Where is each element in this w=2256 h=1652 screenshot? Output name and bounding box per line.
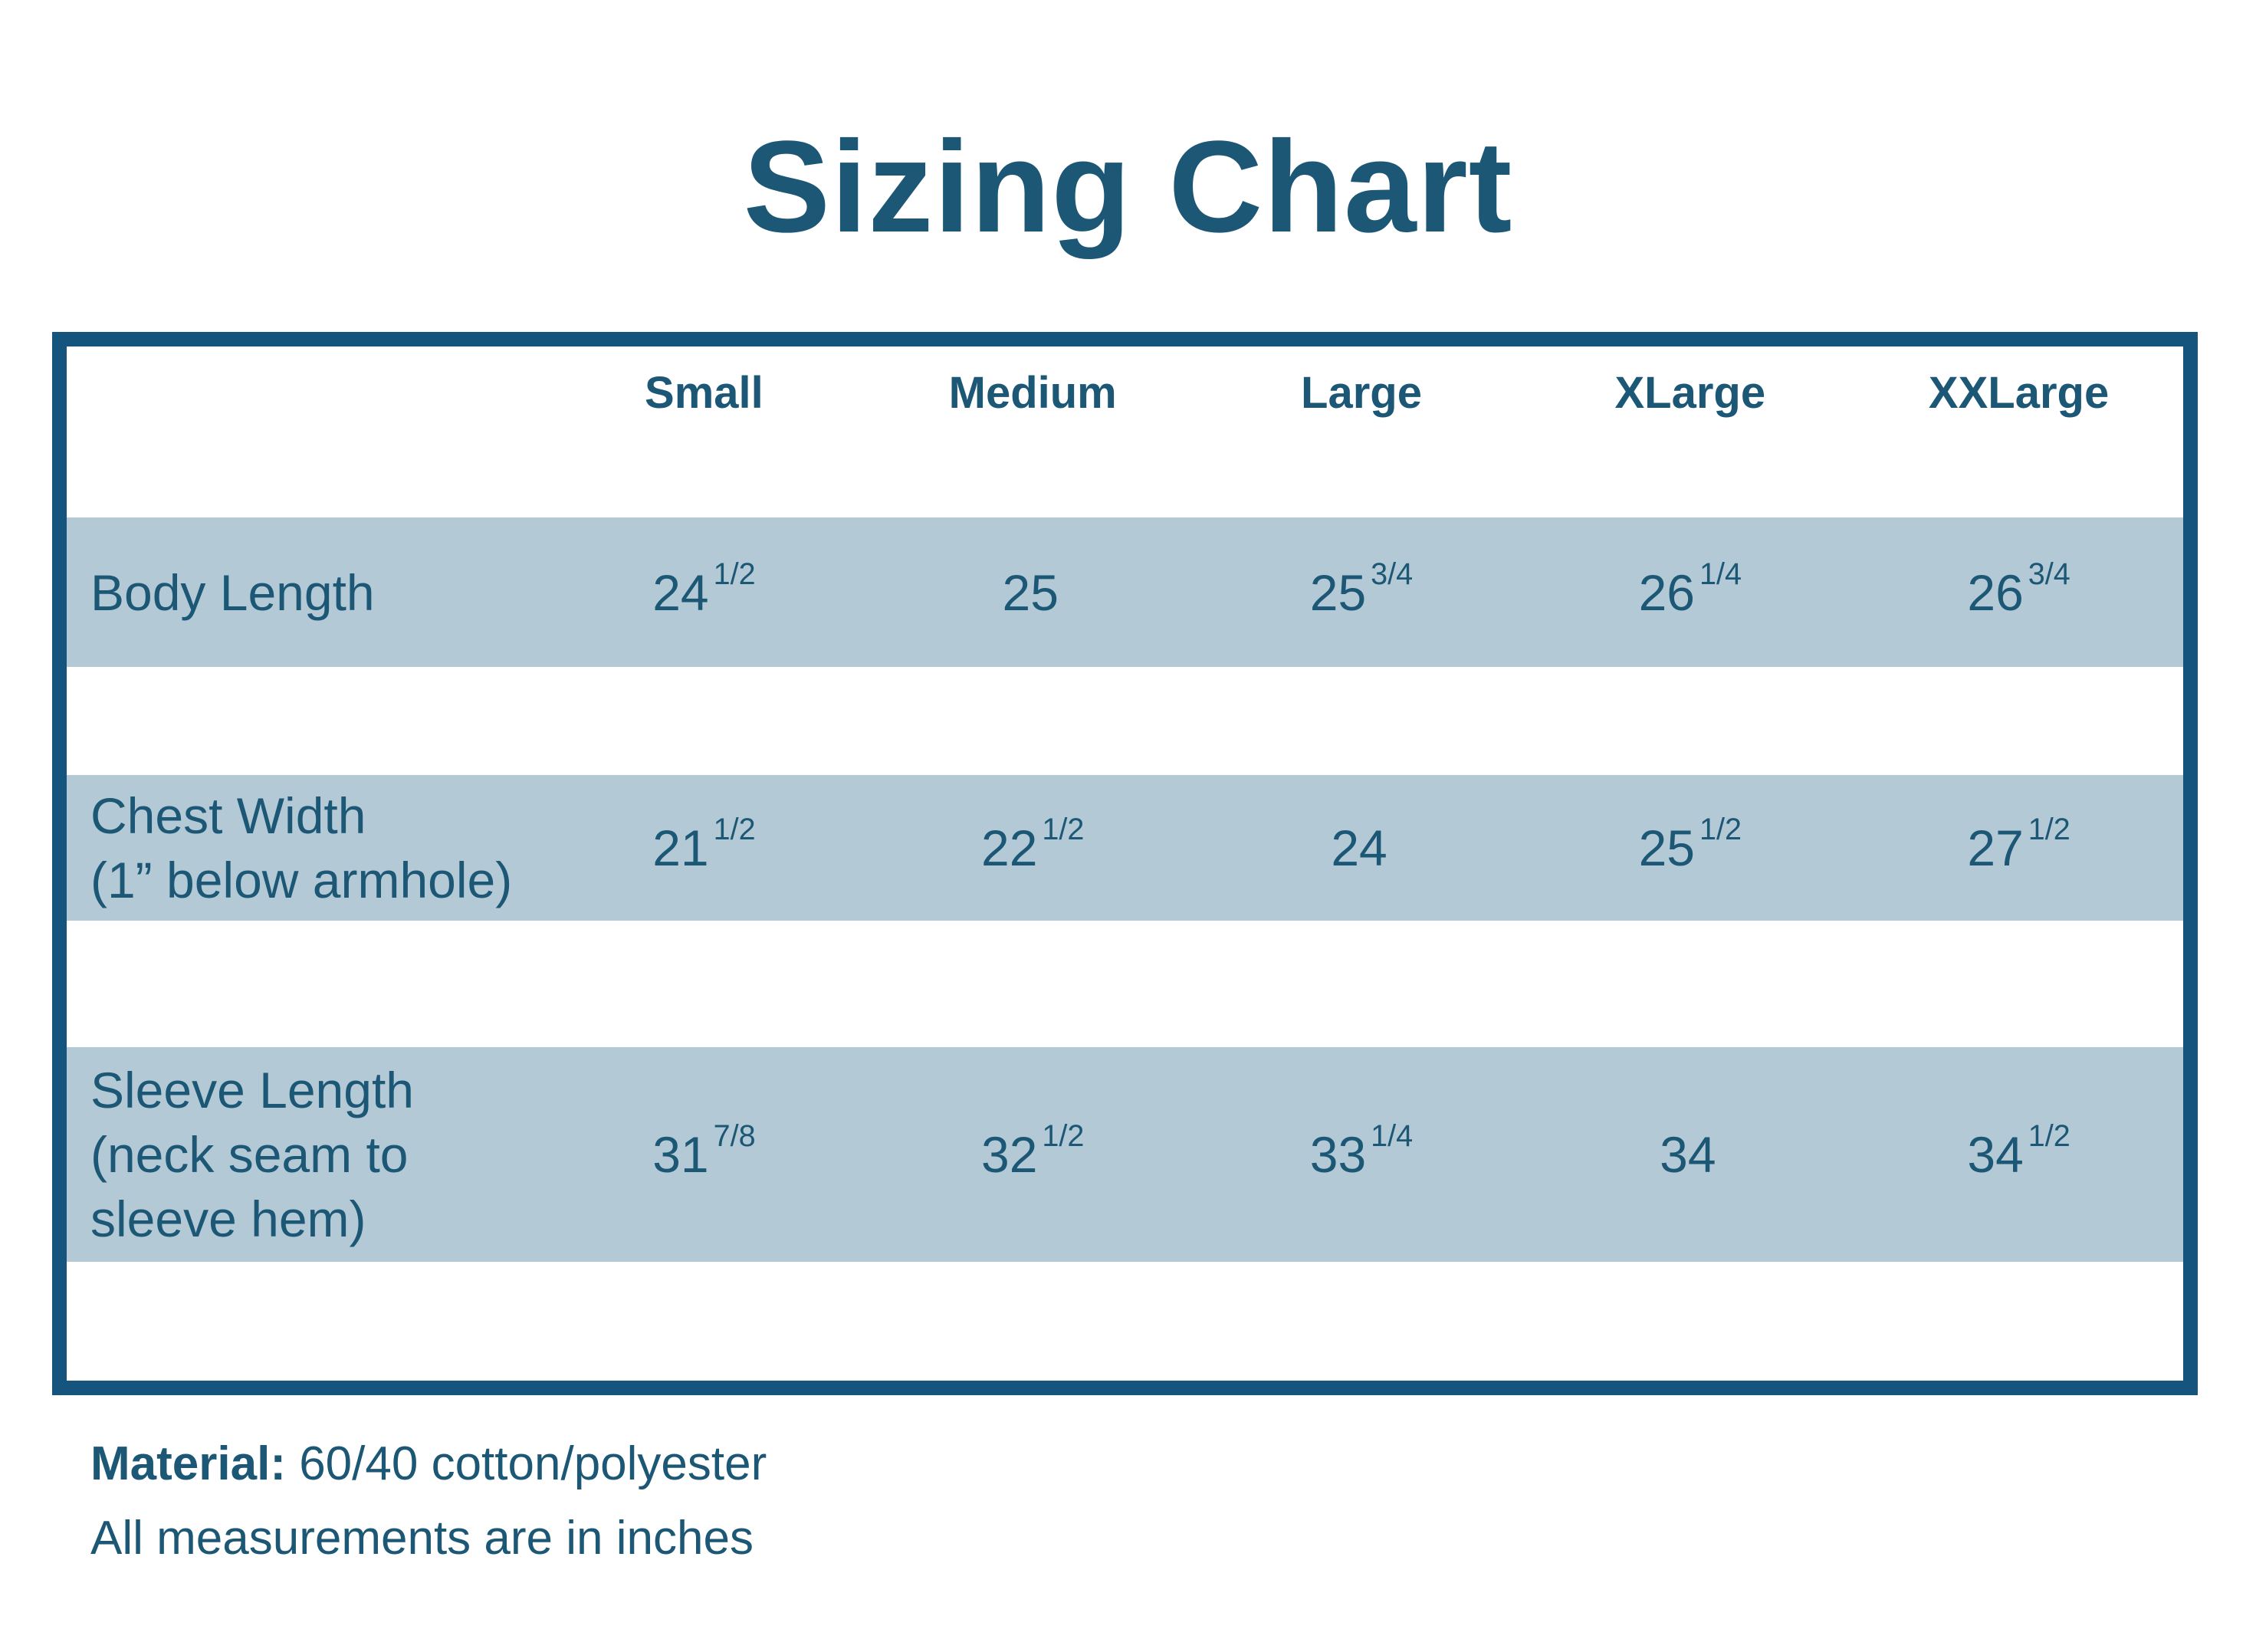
row-label-line: sleeve hem) [90, 1191, 366, 1247]
value-fraction: 1/2 [2028, 813, 2070, 847]
row-label-line: (1” below armhole) [90, 852, 513, 908]
value-whole: 24 [652, 563, 709, 621]
row-label: Body Length [67, 517, 540, 667]
value-fraction: 1/2 [713, 557, 756, 591]
material-line: Material: 60/40 cotton/polyester [90, 1427, 767, 1501]
spacer-row [67, 667, 2183, 775]
measurement-value: 25 [869, 517, 1197, 667]
measurement-value: 26 3/4 [1854, 517, 2183, 667]
value-whole: 26 [1967, 563, 2024, 621]
spacer-row [67, 921, 2183, 1047]
measurement-value: 34 1/2 [1854, 1047, 2183, 1262]
value-fraction: 3/4 [2028, 557, 2070, 591]
value-fraction: 1/4 [1371, 1119, 1414, 1154]
row-label-line: (neck seam to [90, 1126, 409, 1183]
value-fraction: 1/2 [713, 813, 756, 847]
value-whole: 25 [1309, 563, 1367, 621]
measurement-value: 22 1/2 [869, 775, 1197, 921]
value-fraction: 3/4 [1371, 557, 1414, 591]
measurement-value: 31 7/8 [540, 1047, 869, 1262]
value-whole: 25 [1002, 563, 1059, 621]
table-header-row: Small Medium Large XLarge XXLarge [67, 346, 2183, 517]
row-label-column-header [67, 346, 540, 517]
row-label: Sleeve Length (neck seam to sleeve hem) [67, 1047, 540, 1262]
size-column-header-large: Large [1197, 346, 1526, 517]
value-whole: 22 [981, 819, 1038, 876]
value-whole: 31 [652, 1126, 709, 1183]
measurement-value: 26 1/4 [1525, 517, 1854, 667]
measurement-value: 25 3/4 [1197, 517, 1526, 667]
material-label: Material: [90, 1437, 286, 1490]
size-column-header-medium: Medium [869, 346, 1197, 517]
value-whole: 27 [1967, 819, 2024, 876]
value-fraction: 1/2 [1042, 1119, 1085, 1154]
value-whole: 21 [652, 819, 709, 876]
footer-notes: Material: 60/40 cotton/polyester All mea… [90, 1427, 767, 1575]
value-whole: 32 [981, 1126, 1038, 1183]
measurement-value: 32 1/2 [869, 1047, 1197, 1262]
value-whole: 24 [1331, 819, 1387, 876]
bottom-spacer-row [67, 1262, 2183, 1381]
row-label-line: Chest Width [90, 787, 366, 844]
sizing-table: Small Medium Large XLarge XXLarge Body L… [52, 332, 2198, 1395]
page-title: Sizing Chart [743, 114, 1513, 260]
size-header-label: Large [1301, 368, 1422, 418]
measurement-value: 25 1/2 [1525, 775, 1854, 921]
value-fraction: 1/2 [1699, 813, 1742, 847]
material-value: 60/40 cotton/polyester [285, 1437, 767, 1490]
value-fraction: 1/2 [1042, 813, 1085, 847]
size-header-label: XLarge [1614, 368, 1766, 418]
measurement-value: 24 [1197, 775, 1526, 921]
row-label: Chest Width (1” below armhole) [67, 775, 540, 921]
table-row-sleeve-length: Sleeve Length (neck seam to sleeve hem) … [67, 1047, 2183, 1262]
size-column-header-small: Small [540, 346, 869, 517]
size-column-header-xlarge: XLarge [1525, 346, 1854, 517]
value-whole: 33 [1309, 1126, 1367, 1183]
measurement-value: 34 [1525, 1047, 1854, 1262]
table-row-chest-width: Chest Width (1” below armhole) 21 1/2 22 1… [67, 775, 2183, 921]
value-whole: 26 [1638, 563, 1696, 621]
measurement-value: 27 1/2 [1854, 775, 2183, 921]
value-fraction: 1/2 [2028, 1119, 2070, 1154]
measurement-value: 24 1/2 [540, 517, 869, 667]
value-whole: 34 [1967, 1126, 2024, 1183]
value-whole: 25 [1638, 819, 1696, 876]
row-label-line: Sleeve Length [90, 1062, 415, 1118]
size-column-header-xxlarge: XXLarge [1854, 346, 2183, 517]
table-row-body-length: Body Length 24 1/2 25 25 3/4 26 1/4 26 3/4 [67, 517, 2183, 667]
size-header-label: Medium [948, 368, 1117, 418]
value-whole: 34 [1660, 1126, 1716, 1183]
size-header-label: XXLarge [1928, 368, 2110, 418]
measurements-note: All measurements are in inches [90, 1512, 754, 1565]
measurement-value: 33 1/4 [1197, 1047, 1526, 1262]
value-fraction: 7/8 [713, 1119, 756, 1154]
size-header-label: Small [645, 368, 763, 418]
value-fraction: 1/4 [1699, 557, 1742, 591]
row-label-line: Body Length [90, 563, 375, 621]
measurement-value: 21 1/2 [540, 775, 869, 921]
